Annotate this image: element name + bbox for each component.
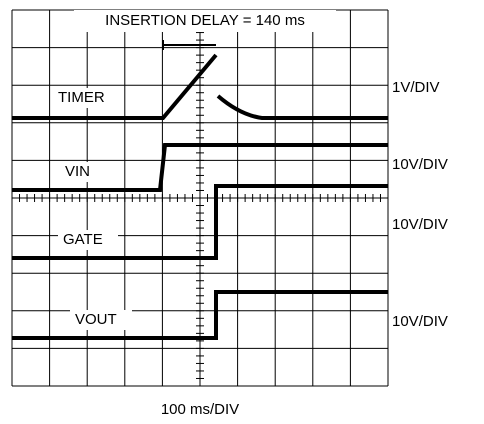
graticule xyxy=(12,10,388,386)
trace-label: VIN xyxy=(65,163,90,180)
trace-label: VOUT xyxy=(75,311,117,328)
timer-decay xyxy=(218,96,388,118)
scale-label: 10V/DIV xyxy=(392,313,448,330)
trace-label: GATE xyxy=(63,231,103,248)
scale-label: 1V/DIV xyxy=(392,79,440,96)
timebase-label: 100 ms/DIV xyxy=(161,401,239,418)
scope-screenshot: INSERTION DELAY = 140 ms TIMER VIN GATE … xyxy=(0,0,484,424)
scale-label: 10V/DIV xyxy=(392,156,448,173)
title: INSERTION DELAY = 140 ms xyxy=(105,12,305,29)
timer-trace xyxy=(12,55,216,118)
trace-label: TIMER xyxy=(58,89,105,106)
delay-marker xyxy=(163,40,216,50)
scale-label: 10V/DIV xyxy=(392,216,448,233)
